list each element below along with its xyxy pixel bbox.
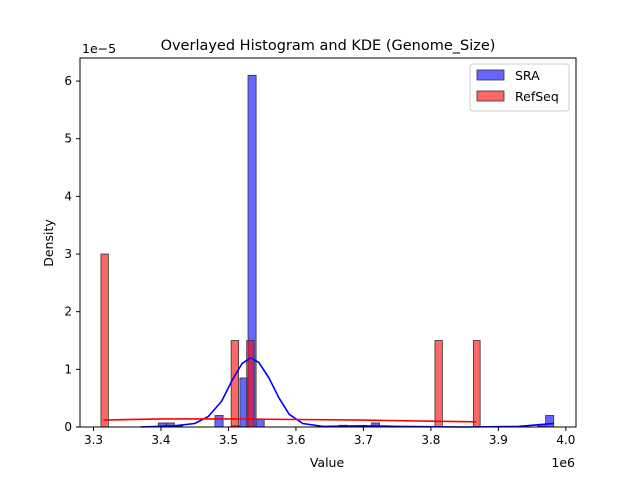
kde-line-sra <box>140 357 554 428</box>
bar-refseq <box>246 340 255 428</box>
plot-frame <box>79 57 577 428</box>
x-tick-label: 4.0 <box>556 433 575 447</box>
x-tick-label: 3.8 <box>421 433 440 447</box>
bar-refseq <box>230 340 239 428</box>
y-tick-label: 3 <box>64 247 72 261</box>
y-tick-label: 4 <box>64 189 72 203</box>
y-tick-label: 1 <box>64 362 72 376</box>
y-axis-label: Density <box>41 219 56 267</box>
x-tick-label: 3.6 <box>286 433 305 447</box>
legend-label-sra: SRA <box>515 68 540 83</box>
legend-swatch-sra <box>476 69 505 81</box>
x-tick-label: 3.5 <box>219 433 238 447</box>
y-tick-label: 5 <box>64 132 72 146</box>
bar-refseq <box>473 340 481 428</box>
bar-sra <box>545 415 555 428</box>
bar-refseq <box>434 340 443 428</box>
x-tick-label: 3.3 <box>84 433 103 447</box>
y-tick-label: 2 <box>64 305 72 319</box>
x-tick-label: 3.7 <box>354 433 373 447</box>
x-axis-label: Value <box>310 455 345 470</box>
bar-sra <box>255 419 265 428</box>
legend: SRA RefSeq <box>469 63 570 112</box>
y-tick-label: 6 <box>64 74 72 88</box>
kde-line-refseq <box>103 418 477 423</box>
y-offset-label: 1e−5 <box>82 41 116 56</box>
x-tick-label: 3.4 <box>151 433 170 447</box>
x-tick-label: 3.9 <box>489 433 508 447</box>
chart-title: Overlayed Histogram and KDE (Genome_Size… <box>161 38 496 54</box>
bar-refseq <box>100 253 109 428</box>
y-tick-label: 0 <box>64 420 72 434</box>
x-offset-label: 1e6 <box>551 455 575 470</box>
legend-label-refseq: RefSeq <box>515 89 559 104</box>
legend-swatch-refseq <box>476 90 505 102</box>
bar-sra <box>214 415 224 428</box>
